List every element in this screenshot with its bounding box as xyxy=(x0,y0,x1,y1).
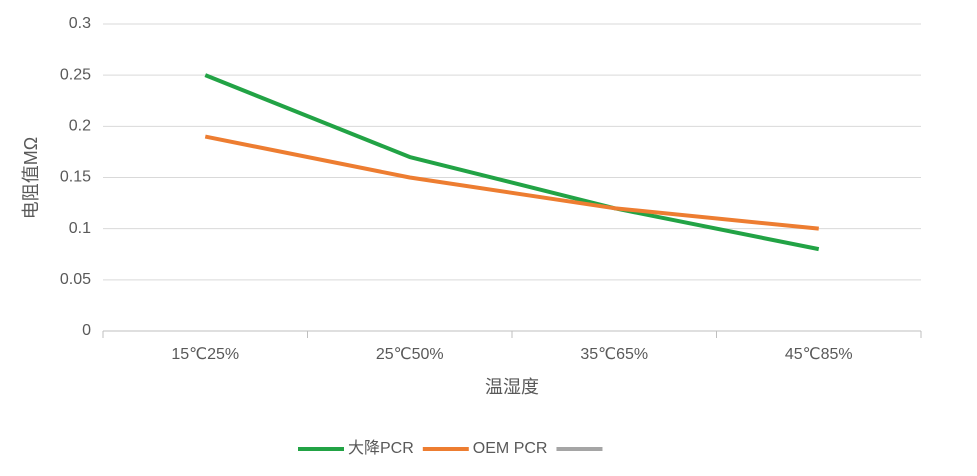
y-tick-label: 0.1 xyxy=(69,220,91,237)
y-tick-label: 0.2 xyxy=(69,118,91,135)
series-line xyxy=(204,73,820,252)
y-tick-label: 0.05 xyxy=(60,271,91,288)
x-tick-label: 45℃85% xyxy=(785,346,853,363)
y-tick-label: 0.3 xyxy=(69,15,91,32)
x-tick-label: 15℃25% xyxy=(171,346,239,363)
legend-label: 大降PCR xyxy=(348,439,414,457)
series-line xyxy=(204,134,819,231)
legend-label: OEM PCR xyxy=(473,440,548,457)
y-tick-label: 0 xyxy=(82,322,91,339)
x-axis-label: 温湿度 xyxy=(485,377,539,397)
y-tick-label: 0.15 xyxy=(60,169,91,186)
y-axis-label: 电阻值MΩ xyxy=(21,137,41,219)
y-tick-label: 0.25 xyxy=(60,66,91,83)
x-tick-label: 25℃50% xyxy=(376,346,444,363)
x-tick-label: 35℃65% xyxy=(580,346,648,363)
